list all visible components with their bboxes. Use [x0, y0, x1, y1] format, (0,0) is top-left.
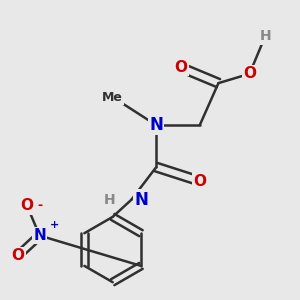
Text: Me: Me: [102, 91, 123, 103]
Text: -: -: [37, 199, 42, 212]
Text: N: N: [33, 228, 46, 243]
Text: H: H: [104, 193, 116, 207]
Text: O: O: [11, 248, 24, 263]
Text: O: O: [21, 199, 34, 214]
Text: H: H: [259, 29, 271, 44]
Text: O: O: [243, 66, 256, 81]
Text: +: +: [50, 220, 59, 230]
Text: O: O: [175, 60, 188, 75]
Text: N: N: [134, 191, 148, 209]
Text: O: O: [193, 174, 206, 189]
Text: N: N: [149, 116, 163, 134]
